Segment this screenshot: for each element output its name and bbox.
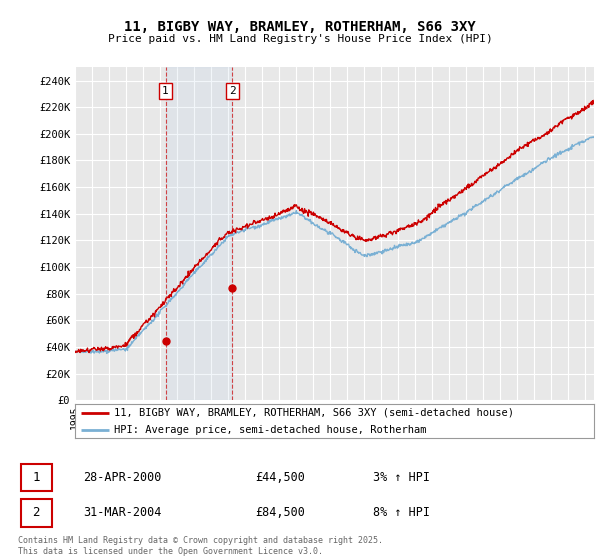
Text: 11, BIGBY WAY, BRAMLEY, ROTHERHAM, S66 3XY: 11, BIGBY WAY, BRAMLEY, ROTHERHAM, S66 3… bbox=[124, 20, 476, 34]
FancyBboxPatch shape bbox=[21, 464, 52, 491]
Text: Price paid vs. HM Land Registry's House Price Index (HPI): Price paid vs. HM Land Registry's House … bbox=[107, 34, 493, 44]
Text: 1: 1 bbox=[162, 86, 169, 96]
Text: £44,500: £44,500 bbox=[255, 471, 305, 484]
Text: 28-APR-2000: 28-APR-2000 bbox=[83, 471, 161, 484]
Text: 8% ↑ HPI: 8% ↑ HPI bbox=[373, 506, 430, 520]
Text: 31-MAR-2004: 31-MAR-2004 bbox=[83, 506, 161, 520]
Text: 2: 2 bbox=[229, 86, 236, 96]
Bar bbox=[166, 67, 232, 400]
Text: 1: 1 bbox=[32, 471, 40, 484]
Text: 2: 2 bbox=[32, 506, 40, 520]
Text: Contains HM Land Registry data © Crown copyright and database right 2025.
This d: Contains HM Land Registry data © Crown c… bbox=[18, 536, 383, 556]
Text: 3% ↑ HPI: 3% ↑ HPI bbox=[373, 471, 430, 484]
Text: 11, BIGBY WAY, BRAMLEY, ROTHERHAM, S66 3XY (semi-detached house): 11, BIGBY WAY, BRAMLEY, ROTHERHAM, S66 3… bbox=[114, 408, 514, 418]
FancyBboxPatch shape bbox=[21, 500, 52, 526]
Text: HPI: Average price, semi-detached house, Rotherham: HPI: Average price, semi-detached house,… bbox=[114, 424, 427, 435]
Text: £84,500: £84,500 bbox=[255, 506, 305, 520]
